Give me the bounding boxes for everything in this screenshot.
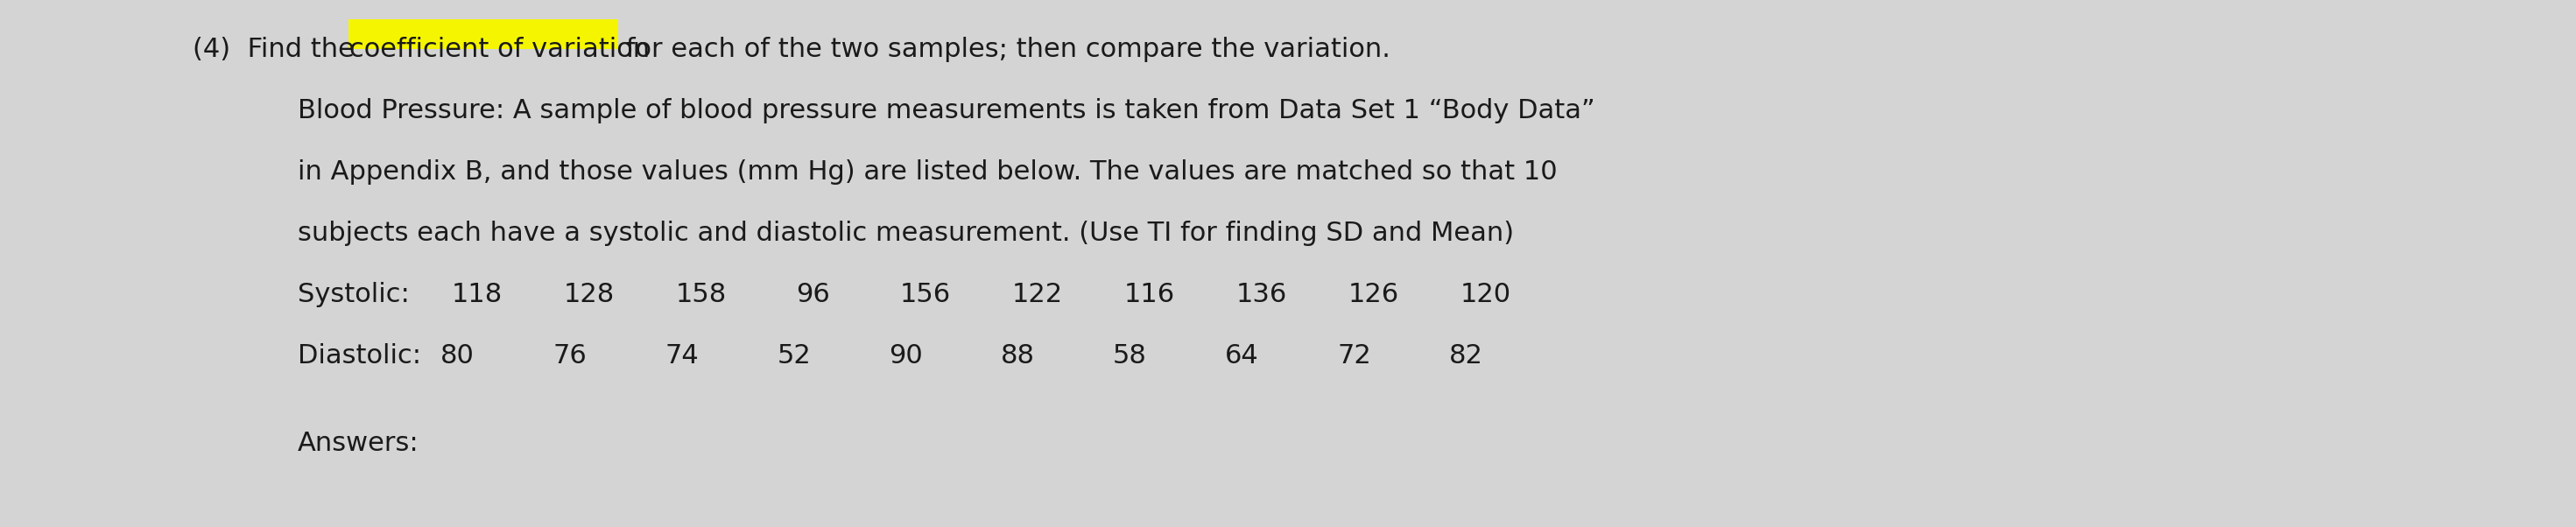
Text: 88: 88 (1002, 343, 1036, 368)
Text: 136: 136 (1236, 282, 1288, 307)
Text: in Appendix B, and those values (mm Hg) are listed below. The values are matched: in Appendix B, and those values (mm Hg) … (299, 159, 1558, 184)
Text: Blood Pressure: A sample of blood pressure measurements is taken from Data Set 1: Blood Pressure: A sample of blood pressu… (299, 98, 1595, 123)
Text: 58: 58 (1113, 343, 1146, 368)
Text: 82: 82 (1450, 343, 1484, 368)
Text: 74: 74 (665, 343, 698, 368)
Text: Systolic:: Systolic: (299, 282, 410, 307)
Text: 122: 122 (1012, 282, 1064, 307)
Text: 76: 76 (554, 343, 587, 368)
Text: 64: 64 (1226, 343, 1260, 368)
Text: 128: 128 (564, 282, 616, 307)
Text: Answers:: Answers: (299, 431, 420, 456)
Text: 120: 120 (1461, 282, 1512, 307)
Bar (348, 19, 618, 50)
Text: 80: 80 (440, 343, 474, 368)
Text: 52: 52 (778, 343, 811, 368)
Text: 72: 72 (1337, 343, 1370, 368)
Text: 158: 158 (675, 282, 726, 307)
Text: (4)  Find the: (4) Find the (193, 37, 363, 62)
Text: 156: 156 (899, 282, 951, 307)
Text: 126: 126 (1347, 282, 1399, 307)
Text: 90: 90 (889, 343, 922, 368)
Text: 96: 96 (796, 282, 829, 307)
Text: subjects each have a systolic and diastolic measurement. (Use TI for finding SD : subjects each have a systolic and diasto… (299, 221, 1515, 246)
Text: for each of the two samples; then compare the variation.: for each of the two samples; then compar… (618, 37, 1391, 62)
Text: coefficient of variation: coefficient of variation (348, 37, 649, 62)
Text: Diastolic:: Diastolic: (299, 343, 420, 368)
Text: 116: 116 (1123, 282, 1175, 307)
Text: 118: 118 (451, 282, 502, 307)
